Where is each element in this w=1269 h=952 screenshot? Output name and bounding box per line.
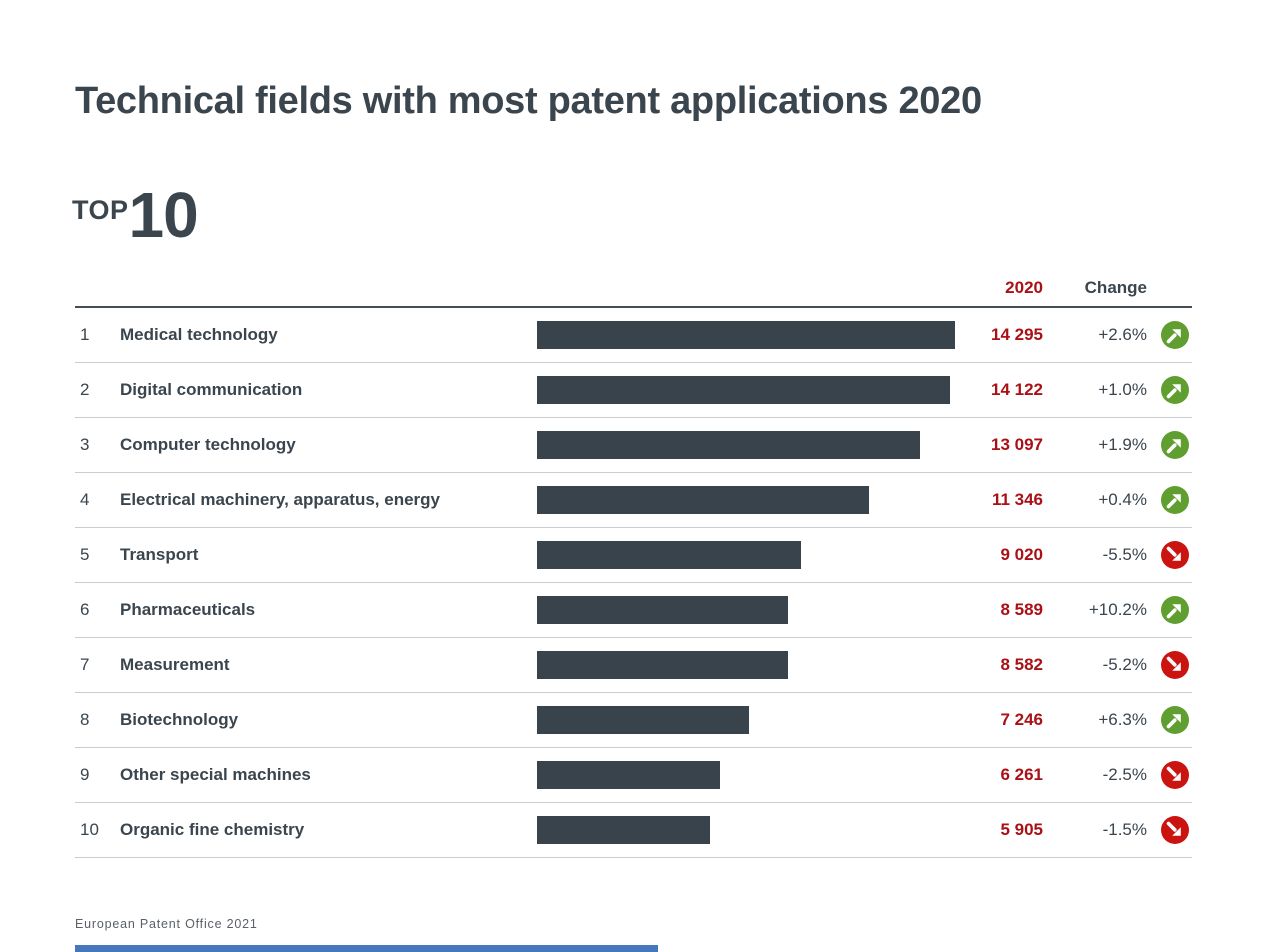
table-row: 1 Medical technology 14 295 +2.6% [75,308,1192,363]
rank-number: 10 [80,820,99,839]
change-percent: -2.5% [1102,765,1147,784]
field-label: Biotechnology [120,710,239,729]
table-row: 5 Transport 9 020 -5.5% [75,528,1192,583]
page-title: Technical fields with most patent applic… [75,80,982,122]
field-label: Transport [120,545,199,564]
value-2020: 14 295 [991,325,1043,344]
value-bar [537,816,710,844]
trend-up-icon [1161,376,1189,404]
change-percent: +1.9% [1098,435,1147,454]
value-2020: 9 020 [1000,545,1043,564]
change-percent: -5.5% [1102,545,1147,564]
value-2020: 8 589 [1000,600,1043,619]
bar-track [537,706,955,734]
bar-track [537,596,955,624]
value-bar [537,706,749,734]
table-header-row: 2020 Change [75,270,1192,308]
value-2020: 11 346 [991,490,1043,509]
change-percent: +1.0% [1098,380,1147,399]
change-percent: +10.2% [1088,600,1147,619]
field-label: Electrical machinery, apparatus, energy [120,490,440,509]
rank-number: 2 [80,380,90,399]
value-bar [537,321,955,349]
field-label: Medical technology [120,325,278,344]
rank-number: 5 [80,545,90,564]
table-row: 3 Computer technology 13 097 +1.9% [75,418,1192,473]
value-bar [537,761,721,789]
value-2020: 5 905 [1000,820,1043,839]
rank-number: 9 [80,765,90,784]
top10-badge-number: 10 [128,179,199,251]
table-row: 7 Measurement 8 582 -5.2% [75,638,1192,693]
source-attribution: European Patent Office 2021 [75,917,258,931]
field-label: Computer technology [120,435,296,454]
rank-number: 3 [80,435,90,454]
trend-down-icon [1161,651,1189,679]
bar-track [537,376,955,404]
rank-number: 4 [80,490,90,509]
trend-down-icon [1161,761,1189,789]
value-bar [537,431,920,459]
table-row: 4 Electrical machinery, apparatus, energ… [75,473,1192,528]
value-2020: 8 582 [1000,655,1043,674]
table-row: 2 Digital communication 14 122 +1.0% [75,363,1192,418]
bar-track [537,431,955,459]
value-2020: 13 097 [991,435,1043,454]
table-row: 6 Pharmaceuticals 8 589 +10.2% [75,583,1192,638]
column-header-change: Change [1084,278,1147,297]
field-label: Pharmaceuticals [120,600,256,619]
value-bar [537,486,869,514]
value-bar [537,596,789,624]
change-percent: +0.4% [1098,490,1147,509]
change-percent: +6.3% [1098,710,1147,729]
trend-up-icon [1161,486,1189,514]
value-bar [537,541,801,569]
rank-number: 7 [80,655,90,674]
rank-number: 8 [80,710,90,729]
change-percent: -1.5% [1102,820,1147,839]
trend-down-icon [1161,541,1189,569]
rank-number: 1 [80,325,90,344]
bar-track [537,651,955,679]
value-2020: 7 246 [1000,710,1043,729]
table-row: 9 Other special machines 6 261 -2.5% [75,748,1192,803]
change-percent: -5.2% [1102,655,1147,674]
bar-track [537,816,955,844]
bar-track [537,761,955,789]
bar-track [537,321,955,349]
field-label: Measurement [120,655,230,674]
field-label: Digital communication [120,380,303,399]
trend-up-icon [1161,431,1189,459]
field-label: Other special machines [120,765,311,784]
value-2020: 14 122 [991,380,1043,399]
table-row: 10 Organic fine chemistry 5 905 -1.5% [75,803,1192,858]
top10-badge: TOP10 [72,183,199,247]
value-bar [537,651,788,679]
field-label: Organic fine chemistry [120,820,305,839]
rank-number: 6 [80,600,90,619]
trend-up-icon [1161,596,1189,624]
trend-up-icon [1161,706,1189,734]
change-percent: +2.6% [1098,325,1147,344]
value-bar [537,376,950,404]
value-2020: 6 261 [1000,765,1043,784]
bar-track [537,486,955,514]
top10-badge-word: TOP [72,195,129,225]
bar-track [537,541,955,569]
column-header-2020: 2020 [1005,278,1043,297]
footer-accent-bar [75,945,658,952]
ranking-table: 2020 Change 1 Medical technology 14 295 … [75,270,1192,858]
trend-up-icon [1161,321,1189,349]
trend-down-icon [1161,816,1189,844]
table-row: 8 Biotechnology 7 246 +6.3% [75,693,1192,748]
